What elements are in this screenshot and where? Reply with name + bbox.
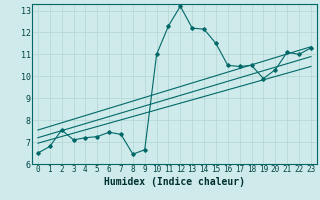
- X-axis label: Humidex (Indice chaleur): Humidex (Indice chaleur): [104, 177, 245, 187]
